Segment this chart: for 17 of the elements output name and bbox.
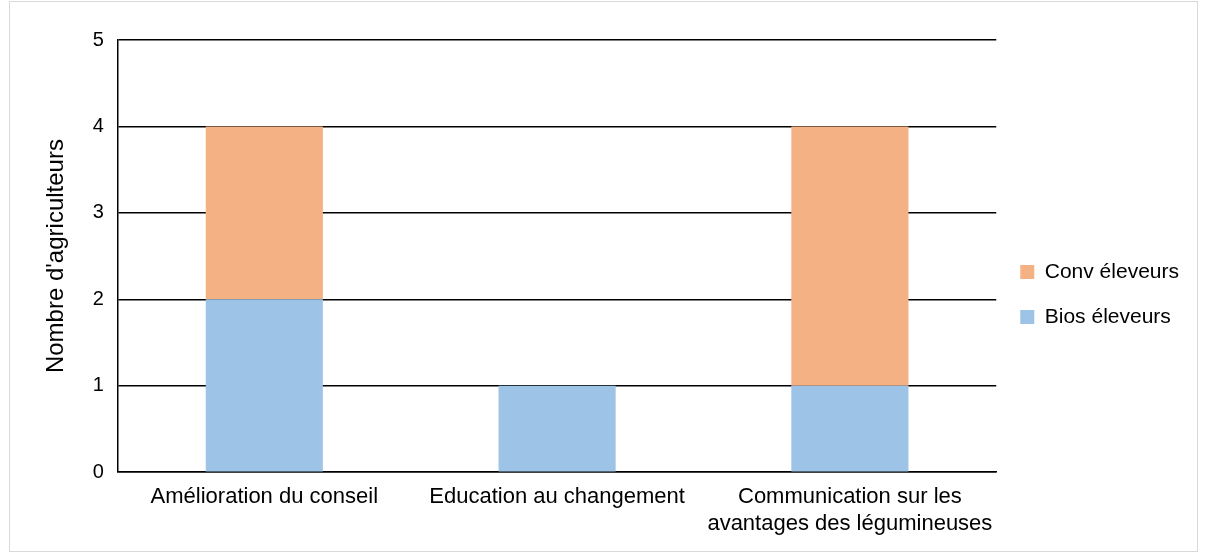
bar [205, 299, 323, 472]
y-tick-label: 4 [92, 113, 104, 136]
x-tick-label: Amélioration du conseil [150, 483, 379, 509]
y-tick-label: 0 [92, 459, 104, 482]
legend-label: Conv éleveurs [1044, 258, 1179, 282]
y-tick-label: 2 [92, 286, 104, 309]
bar [791, 126, 909, 386]
bar [791, 385, 909, 472]
y-tick-label: 3 [92, 200, 104, 223]
bar [205, 126, 323, 300]
y-tick-label: 5 [92, 27, 104, 50]
x-tick-label: Education au changement [429, 483, 685, 509]
legend-label: Bios éleveurs [1044, 303, 1171, 327]
y-axis-title: Nombre d'agriculteurs [41, 139, 69, 374]
y-tick-label: 1 [92, 373, 104, 396]
x-tick-label: Communication sur les avantages des légumineuses [707, 483, 993, 535]
bar [498, 385, 616, 472]
